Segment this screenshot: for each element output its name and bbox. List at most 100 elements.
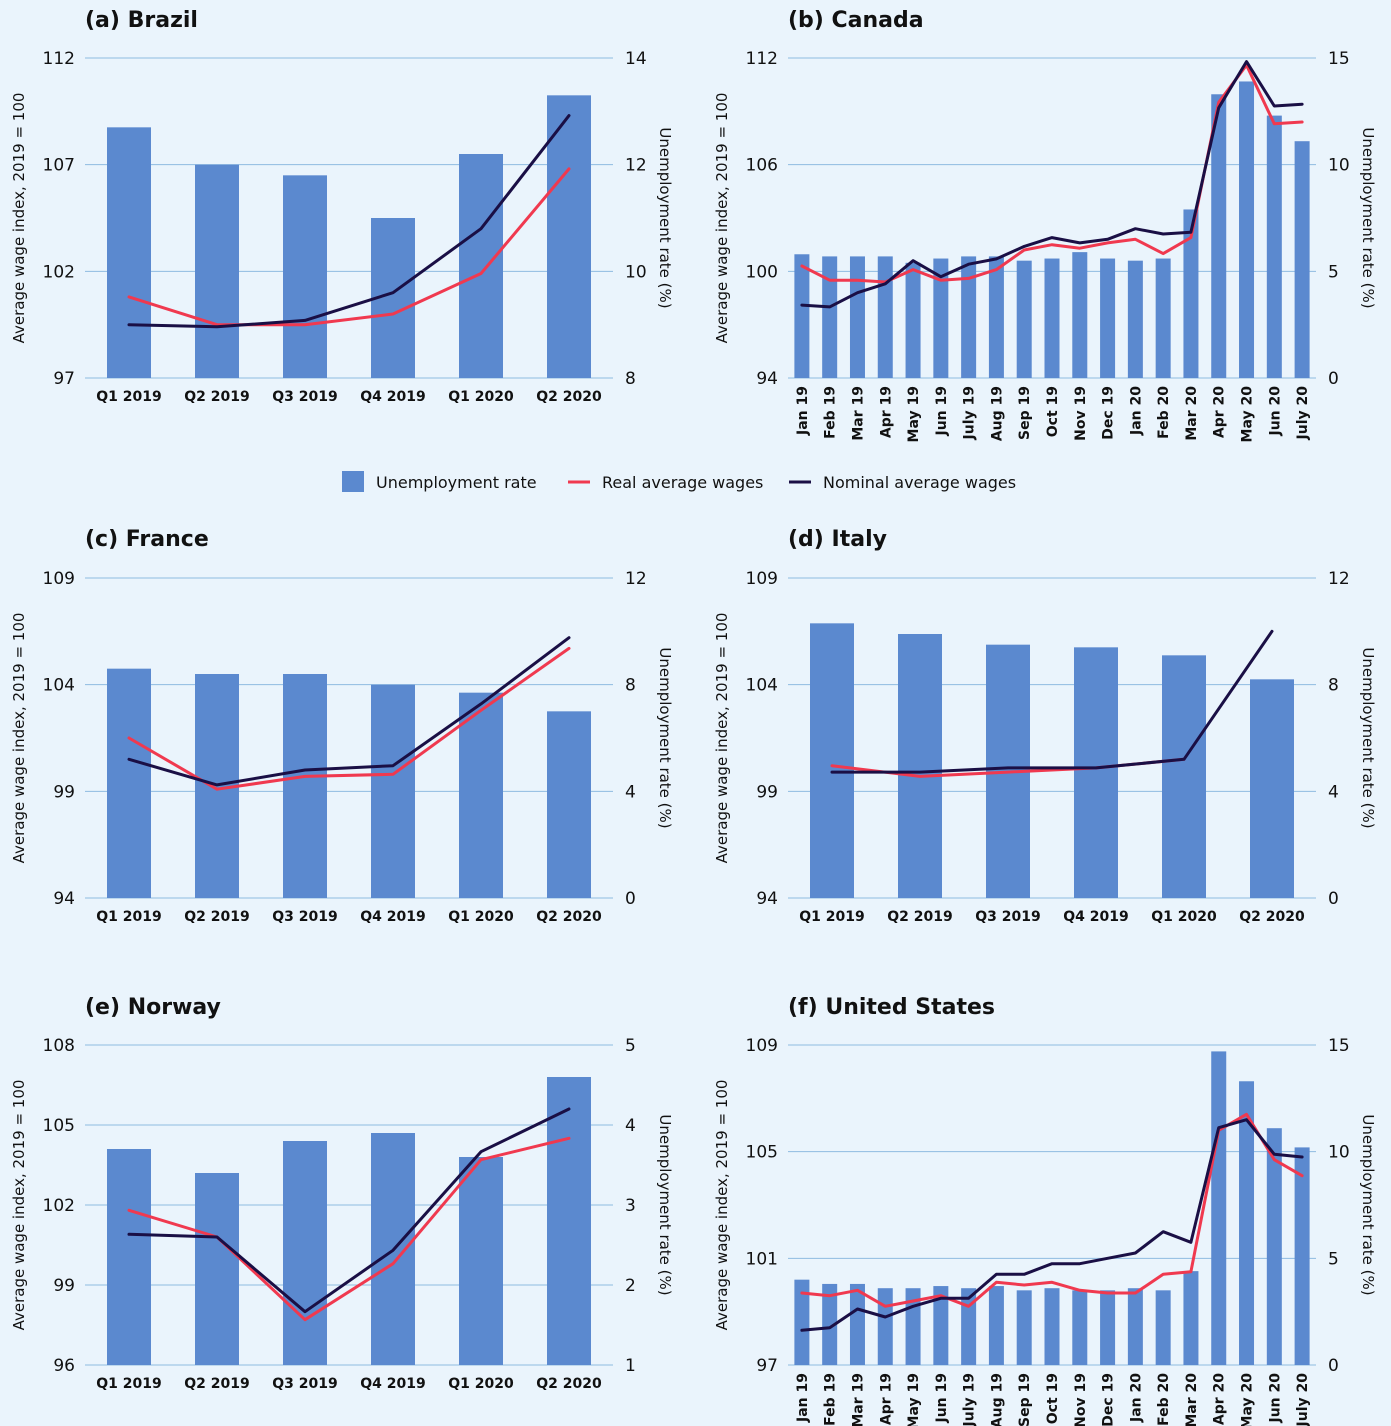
x-tick-label: Q2 2020 [1239, 909, 1305, 925]
line-real-average-wages [127, 1136, 571, 1322]
x-tick-label: Q4 2019 [360, 1376, 425, 1392]
line-nominal-average-wages [127, 1107, 571, 1314]
x-tick-label: Feb 20 [1156, 1373, 1172, 1426]
line-nominal-average-wages [127, 636, 571, 787]
y-left-axis-label: Average wage index, 2019 = 100 [713, 613, 731, 864]
y-right-tick-label: 2 [625, 1276, 636, 1296]
x-tick-label: May 19 [906, 1373, 922, 1426]
y-right-tick-label: 12 [1328, 569, 1350, 589]
x-tick-label: Aug 19 [989, 386, 1005, 441]
y-left-axis-label: Average wage index, 2019 = 100 [713, 1080, 731, 1331]
bar-unemployment [1162, 655, 1206, 898]
bar-unemployment [1072, 1290, 1088, 1365]
y-left-tick-label: 100 [746, 262, 778, 282]
bar-unemployment [283, 674, 327, 898]
legend-label-unemployment: Unemployment rate [376, 473, 537, 492]
bar-unemployment [547, 95, 591, 378]
x-tick-label: Q2 2019 [184, 389, 249, 405]
y-left-tick-label: 107 [43, 156, 75, 176]
x-tick-label: Jun 20 [1267, 386, 1283, 437]
y-left-axis-label: Average wage index, 2019 = 100 [713, 93, 731, 344]
x-tick-label: July 19 [962, 1373, 978, 1426]
y-left-tick-label: 102 [43, 262, 75, 282]
bar-unemployment [988, 1286, 1004, 1365]
x-tick-label: Jun 19 [934, 1373, 950, 1424]
y-left-tick-label: 97 [53, 369, 75, 389]
bar-unemployment [1266, 1128, 1282, 1365]
bar-unemployment [547, 1077, 591, 1365]
bar-unemployment [1016, 1290, 1032, 1365]
y-left-tick-label: 105 [43, 1116, 75, 1136]
bar-unemployment [195, 1173, 239, 1365]
line-nominal-average-wages [830, 629, 1274, 774]
bar-unemployment [1239, 1081, 1255, 1365]
y-right-tick-label: 10 [1328, 156, 1350, 176]
x-tick-label: Dec 19 [1101, 1373, 1117, 1426]
y-right-axis-label: Unemployment rate (%) [656, 647, 674, 828]
bar-unemployment [1044, 258, 1060, 378]
x-tick-label: Jan 20 [1128, 386, 1144, 436]
x-tick-label: Oct 19 [1045, 1373, 1061, 1424]
y-left-tick-label: 99 [756, 782, 778, 802]
x-tick-label: May 20 [1240, 1373, 1256, 1426]
y-left-tick-label: 104 [43, 676, 75, 696]
chart-title: (e) Norway [85, 995, 221, 1020]
bar-unemployment [822, 256, 838, 378]
bar-unemployment [1266, 115, 1282, 378]
y-right-axis-label: Unemployment rate (%) [1359, 1114, 1377, 1295]
x-tick-label: Aug 19 [989, 1373, 1005, 1426]
y-right-tick-label: 5 [625, 1036, 636, 1056]
bar-unemployment [1016, 260, 1032, 378]
y-left-tick-label: 94 [53, 889, 75, 909]
y-right-tick-label: 5 [1328, 1249, 1339, 1269]
bar-unemployment [1072, 252, 1088, 378]
x-tick-label: Q2 2019 [184, 1376, 249, 1392]
x-tick-label: Nov 19 [1073, 386, 1089, 441]
y-right-tick-label: 12 [625, 569, 647, 589]
legend-swatch-unemployment [342, 471, 364, 492]
bar-unemployment [1044, 1288, 1060, 1365]
y-left-axis-label: Average wage index, 2019 = 100 [10, 613, 28, 864]
bar-unemployment [1239, 81, 1255, 378]
bar-unemployment [794, 254, 810, 378]
bar-unemployment [195, 164, 239, 378]
x-tick-label: Dec 19 [1101, 386, 1117, 440]
y-left-tick-label: 96 [53, 1356, 75, 1376]
x-tick-label: Q3 2019 [272, 1376, 337, 1392]
x-tick-label: Jan 20 [1128, 1373, 1144, 1423]
y-right-tick-label: 0 [625, 889, 636, 909]
y-right-tick-label: 4 [1328, 782, 1339, 802]
x-tick-label: Q3 2019 [975, 909, 1040, 925]
x-tick-label: Apr 20 [1212, 386, 1228, 438]
y-left-tick-label: 101 [746, 1249, 778, 1269]
bar-unemployment [905, 262, 921, 378]
chart-title: (d) Italy [788, 527, 887, 552]
y-left-tick-label: 94 [756, 369, 778, 389]
y-right-axis-label: Unemployment rate (%) [656, 1114, 674, 1295]
y-left-tick-label: 106 [746, 156, 778, 176]
x-tick-label: Feb 20 [1156, 386, 1172, 439]
bar-unemployment [1294, 1147, 1310, 1365]
x-tick-label: July 20 [1295, 1373, 1311, 1426]
x-tick-label: Apr 19 [878, 1373, 894, 1425]
x-tick-label: Mar 19 [850, 1373, 866, 1426]
bar-unemployment [810, 623, 854, 898]
y-left-tick-label: 104 [746, 676, 778, 696]
x-tick-label: Q4 2019 [1063, 909, 1128, 925]
panel-france: (c) France 94 99 104 109 0 4 8 12 Average wage in… [10, 527, 674, 925]
x-tick-label: Oct 19 [1045, 386, 1061, 437]
x-tick-label: Q4 2019 [360, 389, 425, 405]
x-tick-label: July 20 [1295, 386, 1311, 441]
x-tick-label: Feb 19 [823, 386, 839, 439]
y-right-tick-label: 4 [625, 782, 636, 802]
y-left-axis-label: Average wage index, 2019 = 100 [10, 93, 28, 344]
bar-unemployment [371, 684, 415, 898]
bar-unemployment [459, 1157, 503, 1365]
x-tick-label: Q1 2019 [96, 909, 161, 925]
y-right-tick-label: 15 [1328, 1036, 1350, 1056]
bar-unemployment [283, 175, 327, 378]
chart-title: (c) France [85, 527, 209, 552]
x-tick-label: Mar 20 [1184, 1373, 1200, 1426]
line-nominal-average-wages [127, 114, 571, 329]
y-right-tick-label: 10 [1328, 1143, 1350, 1163]
